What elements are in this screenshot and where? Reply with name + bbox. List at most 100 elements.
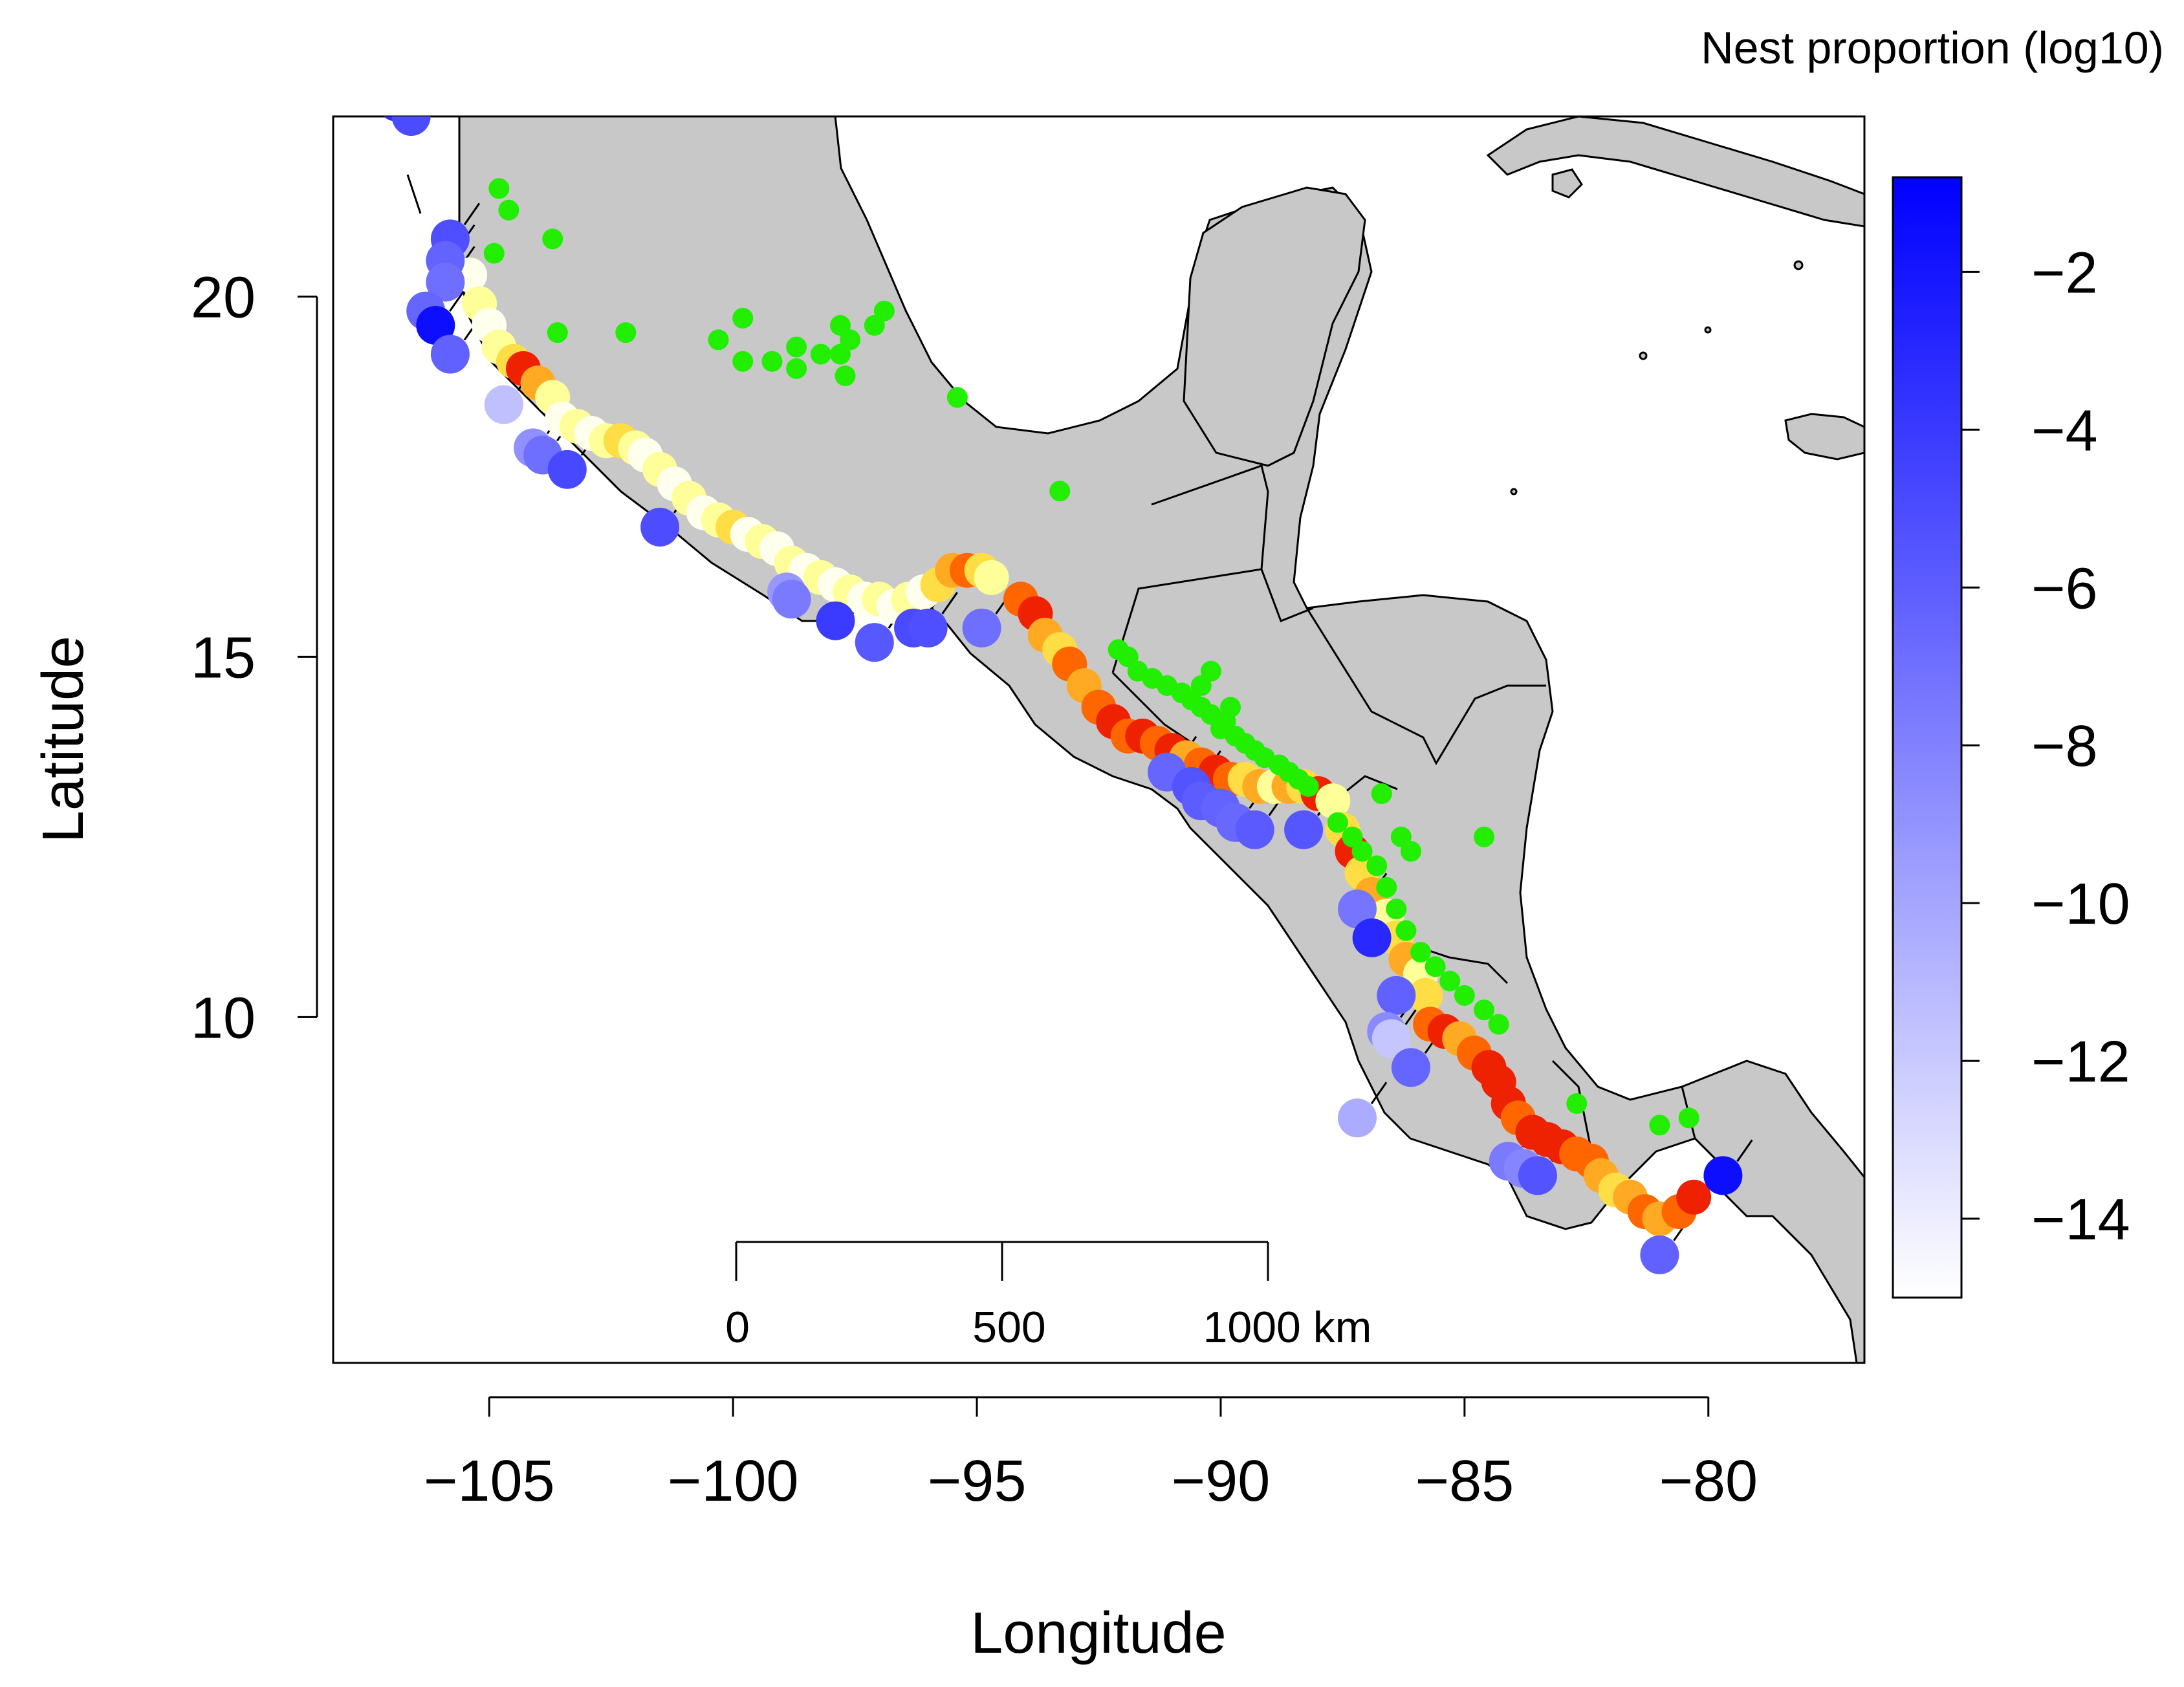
inland-points-layer [483, 178, 1699, 1136]
offshore-nest-point [1235, 810, 1274, 849]
y-tick-label: 10 [191, 986, 256, 1050]
inland-point [1371, 783, 1392, 805]
color-legend: Nest proportion (log10) −2 −4 −6 −8 −10 −12 −1… [1701, 23, 2164, 1299]
offshore-nest-point [962, 608, 1001, 648]
inland-point [1366, 855, 1388, 876]
inland-point [498, 199, 519, 221]
inland-point [810, 343, 831, 365]
legend-tick-label: −6 [2031, 556, 2098, 621]
legend-tick-label: −14 [2031, 1188, 2130, 1252]
offshore-nest-point [1338, 889, 1377, 929]
y-axis: 20 15 10 [191, 265, 318, 1050]
legend-ticks: −2 −4 −6 −8 −10 −12 −14 [1961, 241, 2130, 1252]
legend-tick-label: −8 [2031, 714, 2098, 779]
inland-point [1351, 841, 1373, 862]
inland-point [1488, 1014, 1509, 1035]
inland-point [761, 351, 783, 372]
inland-point [1049, 481, 1071, 502]
inland-point [1454, 985, 1475, 1006]
inland-point [483, 243, 505, 264]
coastal-nest-point [974, 560, 1009, 595]
x-axis: −105 −100 −95 −90 −85 −80 [424, 1396, 1758, 1514]
offshore-nest-point [640, 507, 680, 547]
small-island [406, 174, 422, 214]
land-jamaica [1784, 413, 1864, 461]
legend-tick-label: −2 [2031, 241, 2098, 305]
inland-point [1649, 1115, 1670, 1136]
inland-point [1386, 898, 1407, 920]
inland-point [1395, 920, 1417, 941]
plot-frame [332, 115, 1866, 1364]
inland-point [873, 300, 895, 321]
small-island [1639, 351, 1648, 360]
offshore-nest-point [1284, 810, 1324, 849]
offshore-nest-point [547, 450, 587, 489]
plot-area [332, 67, 1866, 1364]
offshore-nest-point [1352, 918, 1392, 957]
offshore-nest-point [855, 623, 894, 662]
scale-bar-label: 0 [725, 1303, 750, 1352]
inland-point [1400, 841, 1421, 862]
inland-point [835, 365, 856, 386]
x-tick-label: −105 [424, 1449, 555, 1514]
inland-point [542, 228, 563, 250]
x-tick-label: −90 [1172, 1449, 1271, 1514]
coastal-points-layer [452, 257, 1712, 1237]
legend-colorbar [1892, 176, 1963, 1299]
offshore-nest-point [416, 306, 455, 345]
inland-point [1298, 776, 1319, 797]
inland-point [1474, 826, 1495, 847]
y-tick-label: 20 [191, 265, 256, 330]
scale-bar-label: 500 [972, 1303, 1045, 1352]
offshore-nest-point [484, 385, 523, 424]
land-cuba [1486, 116, 1864, 228]
inland-point [732, 307, 754, 329]
inland-point [1566, 1093, 1588, 1115]
offshore-nest-point [1371, 1019, 1411, 1058]
land-yucatan [1183, 186, 1366, 467]
x-tick-label: −85 [1415, 1449, 1514, 1514]
leader-line [463, 202, 481, 226]
inland-point [1678, 1107, 1699, 1129]
y-tick-label: 15 [191, 626, 256, 690]
offshore-nest-point [391, 116, 431, 136]
offshore-nest-point [1338, 1098, 1377, 1138]
x-axis-label: Longitude [970, 1601, 1226, 1666]
offshore-nest-point [908, 608, 948, 648]
scale-bar-label: 1000 km [1203, 1303, 1372, 1352]
inland-point [1410, 942, 1432, 963]
offshore-nest-point [1391, 1048, 1430, 1087]
inland-point [1376, 876, 1397, 898]
inland-point [488, 178, 510, 199]
leader-line [1736, 1139, 1753, 1162]
inland-point [1439, 970, 1461, 992]
leader-line [411, 67, 426, 88]
offshore-points-layer [383, 116, 1743, 1274]
offshore-nest-point [1377, 975, 1416, 1015]
y-axis-label: Latitude [31, 636, 96, 843]
offshore-nest-point [430, 334, 470, 374]
inland-point [1425, 956, 1446, 977]
inland-point [732, 351, 754, 372]
offshore-nest-point [1518, 1156, 1557, 1195]
offshore-nest-point [426, 263, 465, 302]
x-tick-label: −80 [1659, 1449, 1758, 1514]
inland-point [829, 343, 851, 365]
inland-point [615, 322, 637, 343]
leader-line [1370, 1082, 1388, 1105]
offshore-nest-point [816, 601, 855, 640]
legend-tick-label: −10 [2031, 872, 2130, 937]
coastal-nest-point [1408, 977, 1443, 1013]
inland-point [1190, 675, 1212, 696]
small-island [1510, 488, 1518, 495]
inland-point [1327, 812, 1348, 833]
inland-point [946, 387, 968, 408]
offshore-nest-point [772, 580, 811, 619]
coastal-nest-point [1315, 783, 1351, 819]
leader-line [426, 81, 441, 102]
legend-tick-label: −12 [2031, 1030, 2130, 1094]
inland-point [1220, 697, 1241, 718]
inland-point [1210, 718, 1231, 739]
scale-bar: 0 500 1000 km [725, 1241, 1372, 1352]
